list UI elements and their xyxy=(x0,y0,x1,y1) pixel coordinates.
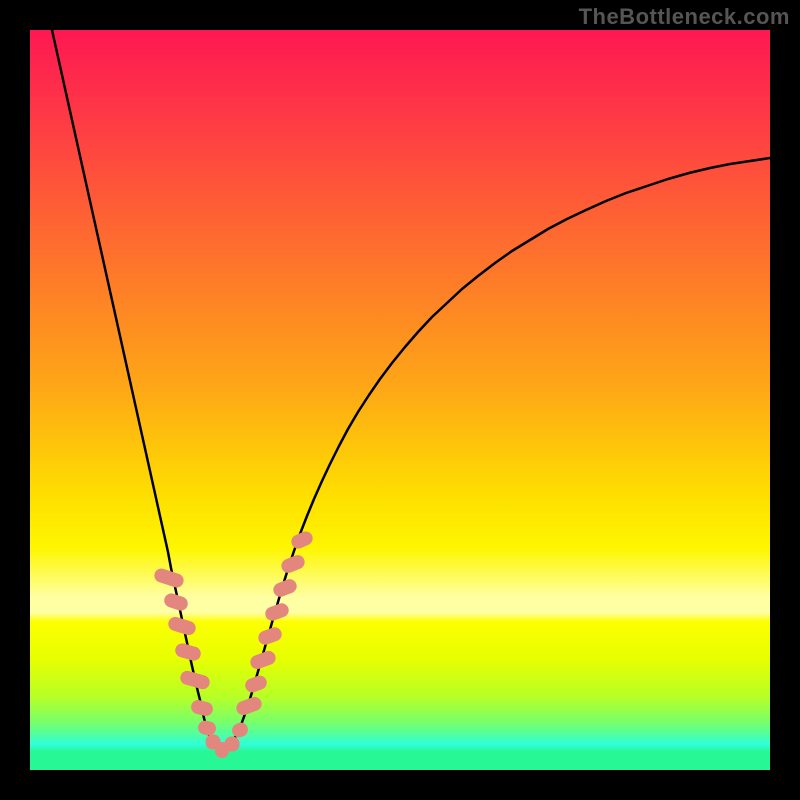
chart-svg xyxy=(30,30,770,770)
bottleneck-chart xyxy=(30,30,770,770)
watermark-text: TheBottleneck.com xyxy=(579,4,790,30)
image-frame: TheBottleneck.com xyxy=(0,0,800,800)
chart-background xyxy=(30,30,770,770)
marker-trough xyxy=(225,737,240,752)
